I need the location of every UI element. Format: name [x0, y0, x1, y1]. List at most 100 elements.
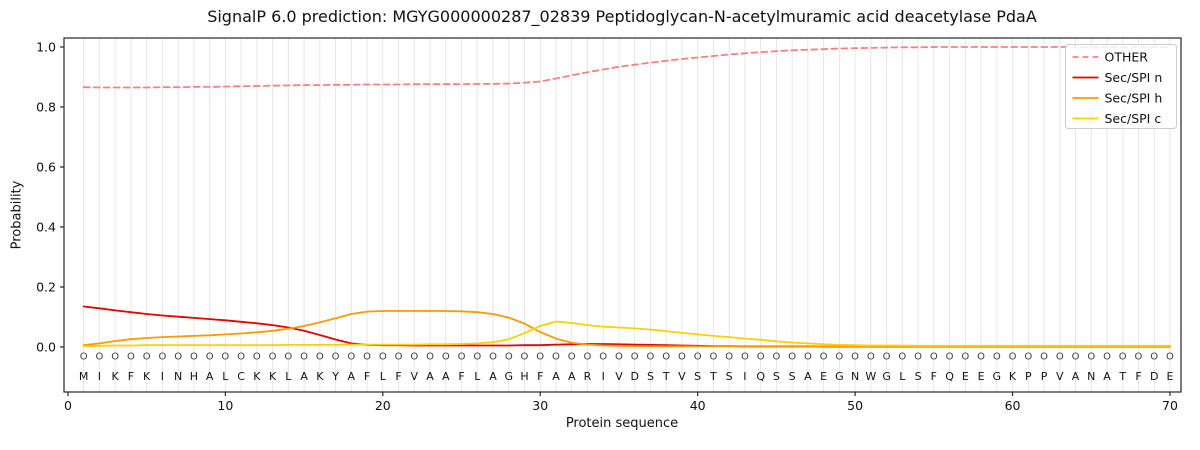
residue-letter: S: [694, 370, 701, 383]
position-marker: O: [820, 352, 828, 363]
position-marker: O: [584, 352, 592, 363]
residue-letter: E: [1167, 370, 1174, 383]
position-marker: O: [347, 352, 355, 363]
position-marker: O: [1009, 352, 1017, 363]
line-other: [82, 46, 1171, 89]
residue-letter: S: [915, 370, 922, 383]
position-marker: O: [127, 352, 135, 363]
x-axis-label: Protein sequence: [565, 416, 679, 431]
position-marker: O: [1166, 352, 1174, 363]
residue-letter: D: [1150, 370, 1158, 383]
residue-letter: V: [615, 370, 623, 383]
position-marker: O: [961, 352, 969, 363]
residue-letter: K: [316, 370, 324, 383]
position-marker: O: [1150, 352, 1158, 363]
position-marker: O: [521, 352, 529, 363]
residue-letter: S: [726, 370, 733, 383]
position-marker: O: [442, 352, 450, 363]
residue-letter: H: [190, 370, 198, 383]
position-marker: O: [206, 352, 214, 363]
x-tick-label: 50: [847, 398, 863, 413]
residue-letter: E: [962, 370, 969, 383]
position-marker: O: [709, 352, 717, 363]
position-marker: O: [631, 352, 639, 363]
position-marker: O: [1024, 352, 1032, 363]
residue-letter: F: [395, 370, 401, 383]
x-tick-label: 60: [1005, 398, 1021, 413]
x-tick-label: 0: [64, 398, 72, 413]
position-marker: O: [269, 352, 277, 363]
residue-letter: K: [253, 370, 261, 383]
position-marker: O: [662, 352, 670, 363]
position-marker: O: [1056, 352, 1064, 363]
position-marker: O: [851, 352, 859, 363]
residue-letter: T: [1118, 370, 1126, 383]
position-marker: O: [772, 352, 780, 363]
residue-letter: F: [537, 370, 543, 383]
residue-letter: L: [380, 370, 387, 383]
residue-letter: G: [993, 370, 1002, 383]
residue-letter: L: [899, 370, 906, 383]
legend-label: Sec/SPI n: [1105, 70, 1163, 85]
position-marker: O: [946, 352, 954, 363]
position-marker: O: [1103, 352, 1111, 363]
residue-letter: V: [678, 370, 686, 383]
y-tick-label: 1.0: [36, 40, 56, 55]
residue-letter: A: [552, 370, 560, 383]
position-marker: O: [379, 352, 387, 363]
position-marker: O: [458, 352, 466, 363]
y-tick-label: 0.6: [36, 160, 56, 175]
residue-letter: A: [426, 370, 434, 383]
residue-letter: E: [978, 370, 985, 383]
residue-letter: S: [647, 370, 654, 383]
position-marker: O: [190, 352, 198, 363]
residue-letter: Q: [945, 370, 954, 383]
plot-frame: [63, 37, 1182, 393]
x-tick-label: 40: [690, 398, 706, 413]
legend-label: Sec/SPI h: [1105, 90, 1163, 105]
position-marker: O: [1087, 352, 1095, 363]
residue-letter: N: [1087, 370, 1095, 383]
residue-letter: M: [79, 370, 89, 383]
position-marker: O: [678, 352, 686, 363]
chart-title: SignalP 6.0 prediction: MGYG000000287_02…: [207, 7, 1037, 26]
y-tick-label: 0.8: [36, 100, 56, 115]
position-marker: O: [568, 352, 576, 363]
legend-label: OTHER: [1105, 49, 1149, 64]
x-tick-label: 70: [1162, 398, 1178, 413]
x-tick-label: 30: [532, 398, 548, 413]
residue-letter: F: [1135, 370, 1141, 383]
y-tick-label: 0.0: [36, 340, 56, 355]
residue-letter: F: [458, 370, 464, 383]
position-marker: O: [332, 352, 340, 363]
position-marker: O: [1072, 352, 1080, 363]
residue-letter: E: [820, 370, 827, 383]
legend-label: Sec/SPI c: [1105, 111, 1162, 126]
position-marker: O: [1135, 352, 1143, 363]
residue-letter: A: [442, 370, 450, 383]
position-marker: O: [143, 352, 151, 363]
position-marker: O: [395, 352, 403, 363]
position-marker: O: [914, 352, 922, 363]
residue-letter: A: [489, 370, 497, 383]
position-marker: O: [505, 352, 513, 363]
position-marker: O: [489, 352, 497, 363]
position-marker: O: [363, 352, 371, 363]
position-marker: O: [804, 352, 812, 363]
residue-letter: L: [285, 370, 292, 383]
position-marker: O: [1119, 352, 1127, 363]
residue-letter: F: [931, 370, 937, 383]
position-marker: O: [536, 352, 544, 363]
x-tick-label: 20: [375, 398, 391, 413]
residue-letter: K: [1009, 370, 1017, 383]
position-marker: O: [253, 352, 261, 363]
residue-letter: T: [709, 370, 717, 383]
position-marker: O: [599, 352, 607, 363]
position-marker: O: [647, 352, 655, 363]
position-marker: O: [930, 352, 938, 363]
y-tick-label: 0.2: [36, 280, 56, 295]
position-marker: O: [757, 352, 765, 363]
residue-letter: C: [237, 370, 245, 383]
line-sec-spi-c: [82, 320, 1171, 348]
